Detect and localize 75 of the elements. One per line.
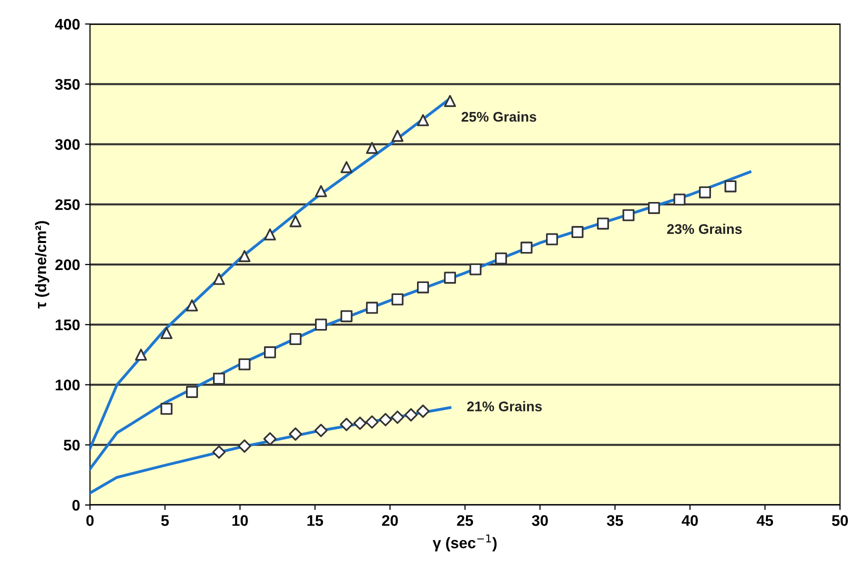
y-tick-label: 350	[55, 78, 80, 90]
point	[315, 318, 327, 331]
point	[444, 94, 456, 107]
x-tick-label: 0	[86, 515, 94, 526]
point	[160, 327, 172, 340]
point	[213, 272, 225, 285]
x-tick-label: 15	[307, 515, 324, 526]
x-axis-title: γ (sec$^{−1}$)	[432, 534, 497, 552]
y-tick-label: 400	[55, 18, 80, 30]
point	[597, 218, 609, 230]
point	[212, 445, 226, 459]
point	[264, 228, 276, 240]
point	[314, 424, 328, 438]
point	[674, 194, 686, 206]
point	[238, 358, 250, 370]
y-tick-label: 200	[55, 259, 80, 270]
point	[416, 404, 430, 418]
point	[288, 427, 302, 441]
point	[263, 432, 277, 446]
point	[520, 242, 532, 254]
line-series	[90, 170, 752, 470]
series-label: 25% Grains	[462, 112, 536, 122]
x-tick-label: 25	[457, 515, 474, 526]
y-tick-label: 0	[72, 500, 80, 511]
point	[160, 402, 172, 415]
x-tick-label: 50	[832, 515, 848, 526]
point	[135, 348, 147, 361]
y-tick-label: 300	[55, 139, 80, 150]
point	[470, 263, 482, 276]
point	[290, 333, 302, 346]
y-tick-label: 150	[56, 319, 80, 330]
y-axis-title: τ (dyne/cm²)	[34, 221, 50, 309]
point	[340, 310, 352, 322]
point	[392, 130, 404, 142]
point	[444, 272, 456, 284]
point	[340, 418, 354, 432]
point	[404, 408, 418, 422]
point	[264, 346, 276, 358]
series-label: 23% Grains	[667, 224, 742, 234]
point	[724, 180, 736, 192]
x-tick-label: 45	[756, 515, 774, 526]
point	[699, 186, 711, 198]
series-label: 21% Grains	[467, 401, 542, 412]
y-tick-label: 50	[64, 440, 80, 451]
point	[546, 233, 558, 246]
point	[340, 161, 352, 174]
x-tick-label: 35	[606, 515, 624, 526]
point	[186, 386, 198, 398]
point	[366, 302, 378, 314]
point	[290, 215, 302, 228]
line-series	[90, 406, 452, 494]
point	[366, 142, 378, 154]
point	[390, 410, 404, 424]
point	[353, 416, 367, 430]
point	[315, 185, 327, 198]
point	[417, 114, 429, 126]
x-tick-label: 5	[161, 515, 169, 526]
point	[648, 202, 660, 214]
x-tick-label: 40	[682, 515, 698, 526]
point	[186, 299, 198, 312]
x-tick-label: 10	[232, 515, 248, 526]
y-tick-label: 100	[56, 380, 80, 390]
point	[417, 281, 429, 294]
point	[495, 252, 507, 264]
point	[572, 226, 584, 238]
x-tick-label: 20	[382, 515, 398, 526]
x-tick-label: 30	[532, 515, 548, 526]
point	[392, 293, 404, 306]
point	[213, 372, 225, 385]
point	[238, 439, 252, 453]
point	[622, 209, 634, 222]
point	[378, 412, 392, 426]
point	[365, 415, 379, 429]
point	[238, 250, 250, 262]
y-tick-label: 250	[55, 199, 80, 210]
